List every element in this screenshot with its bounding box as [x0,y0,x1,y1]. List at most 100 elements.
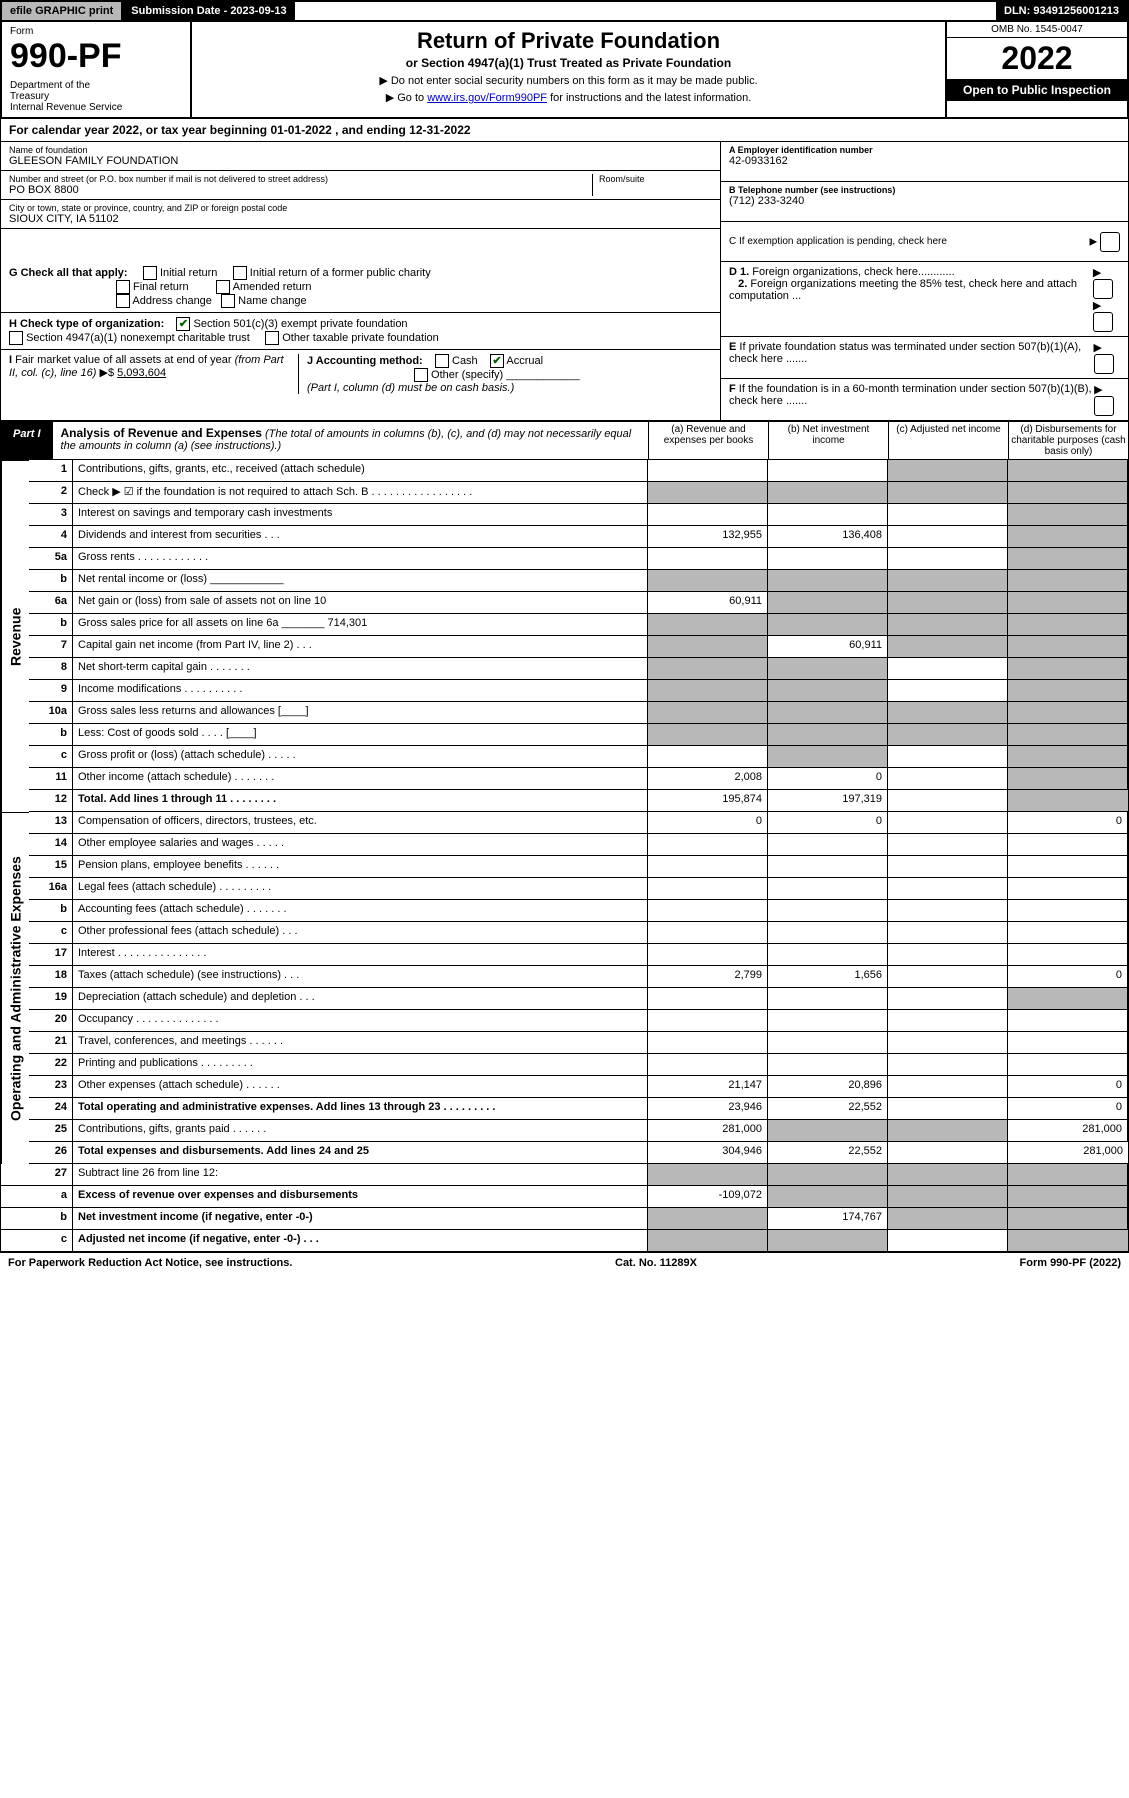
line-10a-col-b [768,702,888,724]
line-8-col-d [1008,658,1128,680]
line-7-col-a [648,636,768,658]
line-13-col-c [888,812,1008,834]
line-5a-col-a [648,548,768,570]
line-25-col-b [768,1120,888,1142]
d2-checkbox[interactable] [1093,312,1113,332]
line-22-col-c [888,1054,1008,1076]
g-address-checkbox[interactable] [116,294,130,308]
line-6a-col-b [768,592,888,614]
line-9-col-b [768,680,888,702]
line-6a-col-a: 60,911 [648,592,768,614]
line-20-col-b [768,1010,888,1032]
fmv-value: 5,093,604 [117,367,166,379]
line-b-col-b [768,570,888,592]
j-cash-checkbox[interactable] [435,354,449,368]
g-address-label: Address change [132,295,212,307]
line-8-desc: Net short-term capital gain . . . . . . … [73,658,648,680]
e-checkbox[interactable] [1094,354,1114,374]
line-14-col-a [648,834,768,856]
j-accrual-checkbox[interactable]: ✔ [490,354,504,368]
line-27c-col-d [1008,1230,1128,1252]
line-b-col-b [768,724,888,746]
irs-link[interactable]: www.irs.gov/Form990PF [427,92,547,104]
c-checkbox[interactable] [1100,232,1120,252]
form-number: 990-PF [10,37,182,76]
line-19-col-c [888,988,1008,1010]
line-24-col-c [888,1098,1008,1120]
addr-label: Number and street (or P.O. box number if… [9,174,592,184]
line-17-col-d [1008,944,1128,966]
line-8-col-b [768,658,888,680]
line-11-col-c [888,768,1008,790]
line-9-col-d [1008,680,1128,702]
line-10a-col-d [1008,702,1128,724]
line-25: 25 [29,1120,73,1142]
line-24-desc: Total operating and administrative expen… [73,1098,648,1120]
line-4: 4 [29,526,73,548]
g-name-checkbox[interactable] [221,294,235,308]
j-note: (Part I, column (d) must be on cash basi… [307,382,514,394]
line-14-col-c [888,834,1008,856]
d1-label: Foreign organizations, check here.......… [752,266,954,278]
line-6a: 6a [29,592,73,614]
g-name-label: Name change [238,295,307,307]
j-other-checkbox[interactable] [414,368,428,382]
footer-right: Form 990-PF (2022) [1020,1257,1122,1269]
city: SIOUX CITY, IA 51102 [9,213,712,225]
tax-year: 2022 [947,38,1127,79]
d1-checkbox[interactable] [1093,279,1113,299]
line-22-desc: Printing and publications . . . . . . . … [73,1054,648,1076]
dln: DLN: 93491256001213 [996,2,1127,20]
line-16a-desc: Legal fees (attach schedule) . . . . . .… [73,878,648,900]
line-b: b [1,1208,73,1230]
line-16a-col-a [648,878,768,900]
line-11: 11 [29,768,73,790]
g-final-checkbox[interactable] [116,280,130,294]
submission-date: Submission Date - 2023-09-13 [123,2,294,20]
line-5a-desc: Gross rents . . . . . . . . . . . . [73,548,648,570]
opex-table: Operating and Administrative Expenses13C… [0,812,1129,1164]
line-6a-col-c [888,592,1008,614]
line-26: 26 [29,1142,73,1164]
line-23-col-d: 0 [1008,1076,1128,1098]
line-6a-desc: Net gain or (loss) from sale of assets n… [73,592,648,614]
line-27a-desc: Excess of revenue over expenses and disb… [73,1186,648,1208]
line-b-col-a [648,724,768,746]
line-5a: 5a [29,548,73,570]
line-18-col-c [888,966,1008,988]
col-a-header: (a) Revenue and expenses per books [648,422,768,459]
line-2727-col-d [1008,1164,1128,1186]
line-20-col-c [888,1010,1008,1032]
g-initial-checkbox[interactable] [143,266,157,280]
g-final-label: Final return [133,281,189,293]
line-20: 20 [29,1010,73,1032]
line-12-col-c [888,790,1008,812]
line-12-desc: Total. Add lines 1 through 11 . . . . . … [73,790,648,812]
line-c-col-c [888,746,1008,768]
line-9-col-c [888,680,1008,702]
line-b-col-c [888,614,1008,636]
line-27a-col-d [1008,1186,1128,1208]
h-label: H Check type of organization: [9,318,164,330]
f-checkbox[interactable] [1094,396,1114,416]
line-13-col-a: 0 [648,812,768,834]
line-16a-col-c [888,878,1008,900]
line-20-col-d [1008,1010,1128,1032]
line-26-col-c [888,1142,1008,1164]
line-27c-desc: Adjusted net income (if negative, enter … [73,1230,648,1252]
h-other-checkbox[interactable] [265,331,279,345]
line-b-col-d [1008,570,1128,592]
line-b-col-d [1008,614,1128,636]
h-501c3-checkbox[interactable]: ✔ [176,317,190,331]
line-14-desc: Other employee salaries and wages . . . … [73,834,648,856]
line-c: c [1,1230,73,1252]
g-initial-former-checkbox[interactable] [233,266,247,280]
g-amended-checkbox[interactable] [216,280,230,294]
line-18: 18 [29,966,73,988]
h-4947-checkbox[interactable] [9,331,23,345]
address: PO BOX 8800 [9,184,592,196]
line-17-desc: Interest . . . . . . . . . . . . . . . [73,944,648,966]
efile-button[interactable]: efile GRAPHIC print [2,2,123,20]
line-12: 12 [29,790,73,812]
c-label: C If exemption application is pending, c… [729,236,947,247]
